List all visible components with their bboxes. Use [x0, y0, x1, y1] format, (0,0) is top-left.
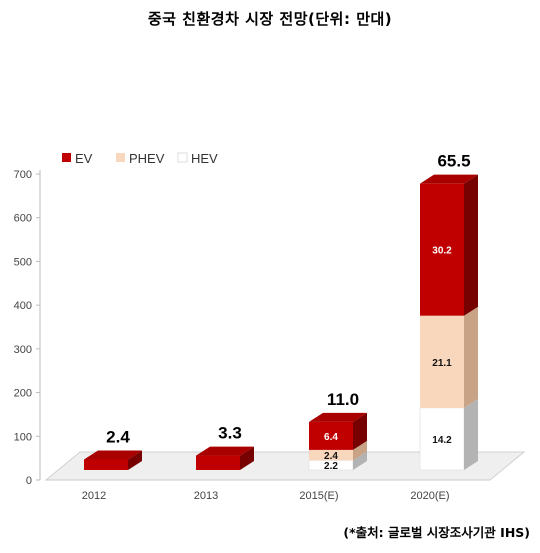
bar-side-hev: [464, 398, 478, 470]
bar-side-ev: [464, 174, 478, 316]
bar-side-phev: [353, 440, 367, 461]
chart-title: 중국 친환경차 시장 전망(단위: 만대): [147, 10, 393, 28]
legend-swatch-phev: [116, 153, 125, 162]
bar-segment-phev: [309, 449, 353, 461]
bar-total-label: 65.5: [437, 152, 470, 171]
bar-segment-ev: [84, 459, 128, 470]
bar-total-label: 2.4: [106, 428, 130, 447]
bar-top-face: [309, 412, 367, 422]
bar-top-face: [420, 174, 478, 184]
bar-top-face: [84, 450, 142, 460]
y-tick-label: 300: [14, 344, 32, 356]
bar-side-hev: [353, 451, 367, 470]
segment-value-label: 2.2: [324, 461, 338, 472]
segment-value-label: 2.4: [324, 451, 338, 462]
y-tick-label: 400: [14, 300, 32, 312]
bar-segment-ev: [196, 455, 240, 470]
bar-segment-ev: [309, 421, 353, 450]
y-tick-label: 600: [14, 213, 32, 225]
bar-total-label: 11.0: [327, 390, 359, 409]
bar-side-ev: [128, 450, 142, 470]
segment-value-label: 21.1: [432, 358, 452, 369]
y-tick-label: 100: [14, 431, 32, 443]
y-tick-label: 0: [26, 475, 32, 487]
y-tick-label: 200: [14, 388, 32, 400]
bar-segment-phev: [420, 315, 464, 408]
bar-top-face: [196, 446, 254, 456]
bar-side-ev: [353, 412, 367, 450]
segment-value-label: 14.2: [432, 435, 452, 446]
legend-label-hev: HEV: [191, 151, 218, 166]
segment-value-label: 30.2: [432, 246, 452, 257]
segment-value-label: 6.4: [324, 432, 338, 443]
legend-label-ev: EV: [75, 151, 93, 166]
x-tick-label: 2015(E): [299, 490, 338, 502]
source-note: (*출처: 글로벌 시장조사기관 IHS): [343, 525, 530, 540]
bar-side-ev: [240, 446, 254, 470]
bar-side-phev: [464, 306, 478, 408]
y-tick-label: 500: [14, 256, 32, 268]
legend-swatch-hev: [177, 152, 188, 163]
y-tick-label: 700: [14, 169, 32, 181]
x-tick-label: 2013: [194, 490, 218, 502]
legend-label-phev: PHEV: [129, 151, 165, 166]
bar-segment-ev: [420, 183, 464, 316]
x-tick-label: 2020(E): [410, 490, 449, 502]
bar-total-label: 3.3: [218, 424, 242, 443]
x-tick-label: 2012: [82, 490, 106, 502]
legend-swatch-ev: [62, 153, 71, 162]
